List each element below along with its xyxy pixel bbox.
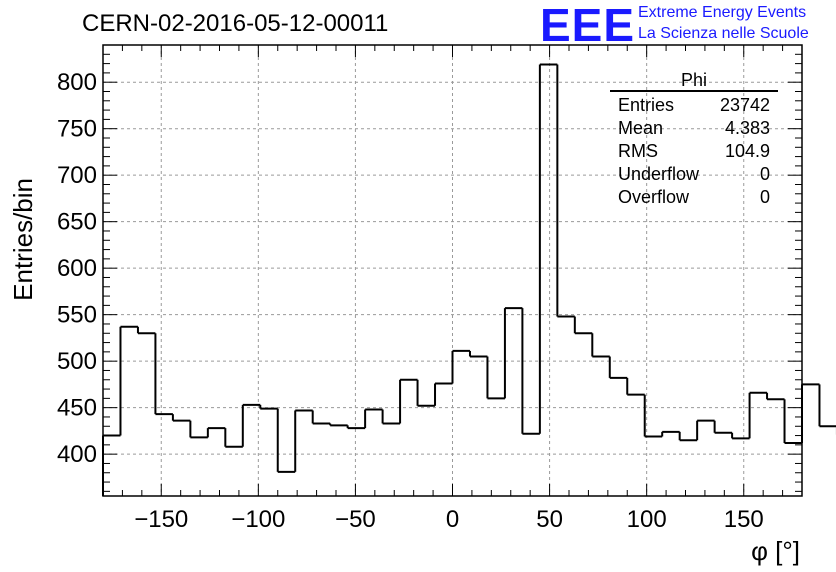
stats-title: Phi [610, 70, 778, 92]
x-tick-label: −50 [335, 506, 376, 533]
y-tick-label: 550 [57, 302, 97, 329]
stats-row-rms: RMS 104.9 [610, 140, 778, 163]
x-tick-label: −100 [231, 506, 285, 533]
logo-caption-line2: La Scienza nelle Scuole [638, 25, 809, 42]
x-tick-label: 150 [724, 506, 764, 533]
stats-label: Entries [618, 95, 675, 115]
y-tick-label: 750 [57, 116, 97, 143]
stats-label: Overflow [618, 187, 690, 207]
y-tick-label: 700 [57, 162, 97, 189]
x-axis-label: φ [°] [751, 536, 800, 566]
stats-label: Underflow [618, 164, 700, 184]
y-tick-label: 500 [57, 348, 97, 375]
stats-value: 4.383 [724, 118, 770, 138]
x-tick-label: 0 [446, 506, 459, 533]
y-axis-label: Entries/bin [8, 178, 38, 301]
stats-row-mean: Mean 4.383 [610, 117, 778, 140]
stats-label: RMS [618, 141, 658, 161]
y-tick-label: 600 [57, 255, 97, 282]
y-tick-label: 400 [57, 441, 97, 468]
eee-logo: EEE [540, 0, 636, 51]
stats-value: 0 [759, 187, 770, 207]
logo-caption-line1: Extreme Energy Events [638, 4, 807, 21]
x-tick-label: 100 [627, 506, 667, 533]
stats-box: Phi Entries 23742 Mean 4.383 RMS 104.9 U… [610, 70, 778, 209]
stats-row-underflow: Underflow 0 [610, 163, 778, 186]
stats-row-overflow: Overflow 0 [610, 186, 778, 209]
chart-title: CERN-02-2016-05-12-00011 [82, 10, 389, 37]
x-tick-label: 50 [536, 506, 563, 533]
x-tick-label: −150 [134, 506, 188, 533]
y-tick-label: 450 [57, 395, 97, 422]
stats-label: Mean [618, 118, 664, 138]
stats-value: 0 [759, 164, 770, 184]
y-tick-label: 650 [57, 209, 97, 236]
stats-value: 23742 [719, 95, 770, 115]
stats-row-entries: Entries 23742 [610, 94, 778, 117]
stats-value: 104.9 [724, 141, 770, 161]
y-tick-label: 800 [57, 69, 97, 96]
